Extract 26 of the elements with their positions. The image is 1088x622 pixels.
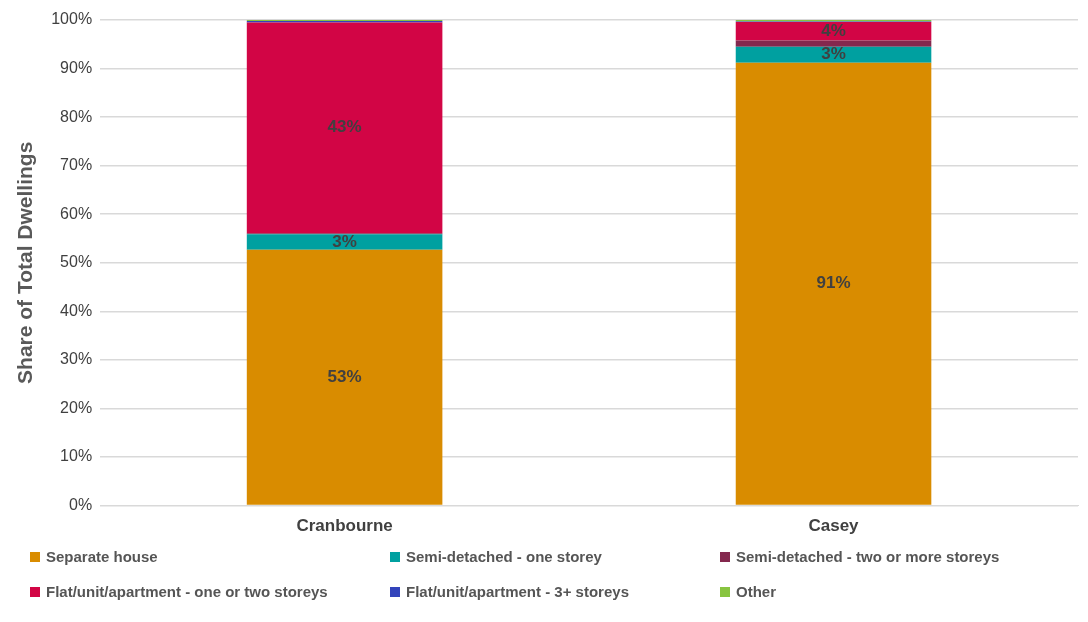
legend-label: Other xyxy=(735,583,777,600)
y-tick-label: 60% xyxy=(60,204,93,222)
y-tick-label: 0% xyxy=(69,496,93,514)
legend-label: Semi-detached - one storey xyxy=(405,548,603,565)
y-tick-label: 10% xyxy=(60,447,93,465)
x-tick-label: Cranbourne xyxy=(296,516,393,536)
y-axis-title: Share of Total Dwellings xyxy=(13,141,37,384)
legend-label: Semi-detached - two or more storeys xyxy=(735,548,1001,565)
y-tick-label: 80% xyxy=(60,107,93,125)
data-label: 3% xyxy=(332,231,357,251)
y-tick-label: 90% xyxy=(60,58,93,76)
y-tick-label: 20% xyxy=(60,398,93,416)
data-label: 43% xyxy=(327,117,362,137)
legend-label: Separate house xyxy=(45,548,159,565)
x-tick-label: Casey xyxy=(808,516,860,536)
y-tick-label: 50% xyxy=(60,253,93,271)
data-label: 91% xyxy=(816,273,851,293)
legend-label: Flat/unit/apartment - 3+ storeys xyxy=(405,583,630,600)
data-label: 4% xyxy=(821,20,846,40)
legend-label: Flat/unit/apartment - one or two storeys xyxy=(45,583,329,600)
y-tick-label: 40% xyxy=(60,301,93,319)
y-tick-label: 100% xyxy=(51,10,93,28)
data-label: 53% xyxy=(327,366,362,386)
y-tick-label: 30% xyxy=(60,350,93,368)
y-tick-label: 70% xyxy=(60,156,93,174)
data-label: 3% xyxy=(821,44,846,64)
